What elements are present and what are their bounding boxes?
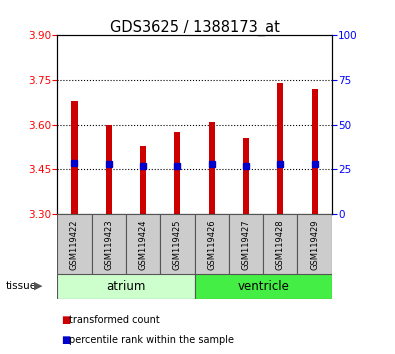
Bar <box>209 122 215 214</box>
Bar <box>92 214 126 274</box>
Text: GSM119428: GSM119428 <box>276 219 285 270</box>
Bar <box>140 145 146 214</box>
Text: ventricle: ventricle <box>237 280 289 293</box>
Bar <box>297 214 332 274</box>
Text: tissue: tissue <box>6 281 37 291</box>
Bar <box>71 101 77 214</box>
Bar <box>195 274 332 299</box>
Bar <box>105 125 112 214</box>
Text: ■: ■ <box>61 335 70 345</box>
Text: ▶: ▶ <box>34 281 42 291</box>
Bar <box>57 214 92 274</box>
Text: GSM119423: GSM119423 <box>104 219 113 270</box>
Bar <box>263 214 297 274</box>
Bar <box>195 214 229 274</box>
Bar <box>312 89 318 214</box>
Bar <box>126 214 160 274</box>
Text: GSM119426: GSM119426 <box>207 219 216 270</box>
Bar <box>174 132 181 214</box>
Text: transformed count: transformed count <box>69 315 160 325</box>
Bar <box>243 138 249 214</box>
Bar <box>57 274 195 299</box>
Bar <box>277 83 284 214</box>
Text: percentile rank within the sample: percentile rank within the sample <box>69 335 234 345</box>
Text: GSM119427: GSM119427 <box>241 219 250 270</box>
Text: GSM119425: GSM119425 <box>173 219 182 269</box>
Text: GSM119422: GSM119422 <box>70 219 79 269</box>
Text: ■: ■ <box>61 315 70 325</box>
Bar <box>160 214 195 274</box>
Bar <box>229 214 263 274</box>
Text: GDS3625 / 1388173_at: GDS3625 / 1388173_at <box>110 19 280 36</box>
Text: GSM119429: GSM119429 <box>310 219 319 269</box>
Text: GSM119424: GSM119424 <box>139 219 148 269</box>
Text: atrium: atrium <box>106 280 146 293</box>
